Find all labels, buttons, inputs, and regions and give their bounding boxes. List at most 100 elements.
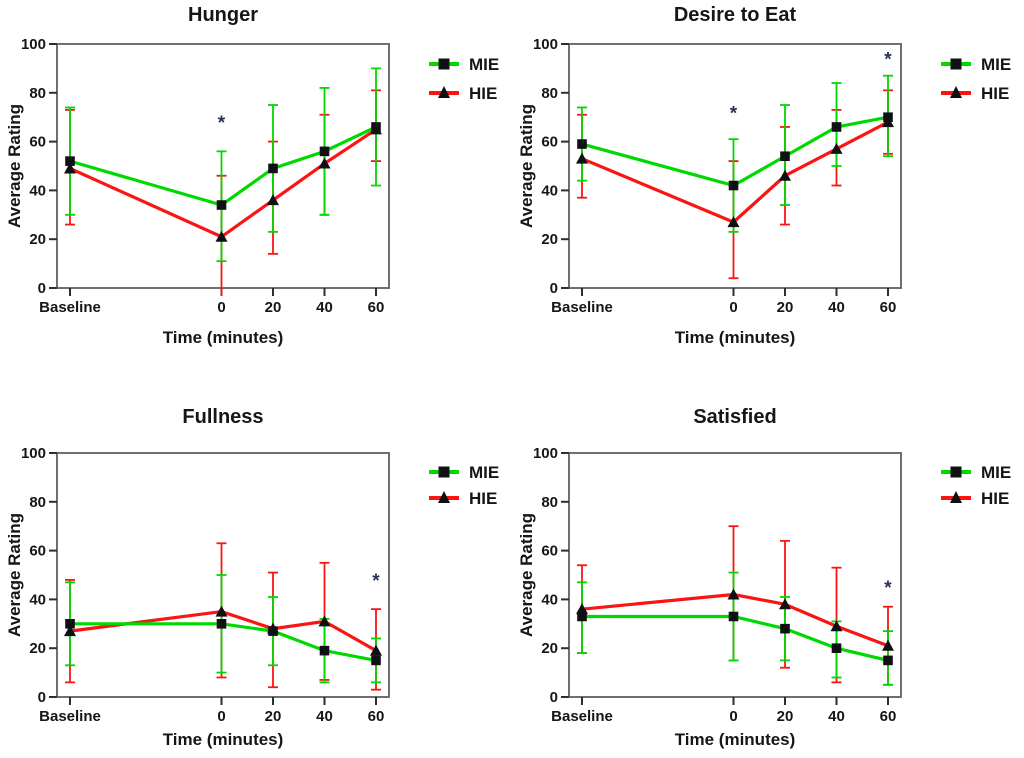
legend-label: MIE	[469, 463, 499, 482]
svg-text:20: 20	[777, 299, 794, 316]
series-line-hie	[68, 609, 378, 653]
chart-canvas: Hunger 0 20 40 60 80 100 Baseline 0 20 40 60 Time (m…	[5, 4, 499, 347]
svg-text:60: 60	[541, 134, 558, 151]
chart-title: Satisfied	[693, 406, 776, 428]
svg-text:80: 80	[29, 85, 46, 102]
svg-text:60: 60	[880, 299, 897, 316]
chart-title: Fullness	[182, 406, 263, 428]
error-bars-mie	[65, 67, 381, 263]
y-axis: 0 20 40 60 80 100	[533, 36, 569, 297]
series-markers-hie	[576, 588, 894, 651]
svg-text:20: 20	[265, 708, 282, 725]
svg-text:20: 20	[29, 231, 46, 248]
svg-text:20: 20	[541, 640, 558, 657]
error-bars-mie	[65, 574, 381, 684]
x-axis: Baseline 0 20 40 60	[39, 288, 384, 316]
svg-text:0: 0	[38, 689, 46, 706]
svg-text:100: 100	[533, 445, 558, 462]
svg-text:20: 20	[265, 299, 282, 316]
chart-canvas: Fullness 0 20 40 60 80 100 Baseline 0 20 40 60 Time …	[5, 406, 499, 749]
svg-text:0: 0	[729, 708, 737, 725]
svg-text:Baseline: Baseline	[551, 299, 613, 316]
x-axis-label: Time (minutes)	[163, 730, 284, 749]
svg-text:60: 60	[29, 134, 46, 151]
legend: MIE HIE	[941, 55, 1011, 103]
series-line-hie	[580, 120, 890, 224]
svg-text:100: 100	[533, 36, 558, 53]
chart-panel-hunger: Hunger 0 20 40 60 80 100 Baseline 0 20 40 60 Time (m…	[0, 0, 512, 379]
y-axis: 0 20 40 60 80 100	[21, 445, 57, 706]
chart-title: Hunger	[188, 4, 258, 26]
svg-text:0: 0	[217, 299, 225, 316]
y-axis-label: Average Rating	[5, 104, 24, 228]
svg-text:40: 40	[541, 182, 558, 199]
legend-label: MIE	[981, 463, 1011, 482]
svg-text:60: 60	[29, 543, 46, 560]
legend-label: HIE	[981, 84, 1009, 103]
significance-asterisk: *	[372, 571, 380, 592]
svg-text:80: 80	[541, 494, 558, 511]
svg-text:Baseline: Baseline	[551, 708, 613, 725]
x-axis: Baseline 0 20 40 60	[551, 288, 896, 316]
legend-triangle-marker-icon	[438, 491, 450, 503]
legend-label: MIE	[469, 55, 499, 74]
svg-text:100: 100	[21, 36, 46, 53]
y-axis: 0 20 40 60 80 100	[21, 36, 57, 297]
series-markers-mie	[577, 611, 893, 666]
svg-text:60: 60	[541, 543, 558, 560]
chart-panel-desire-to-eat: Desire to Eat 0 20 40 60 80 100 Baseline 0 20 40 60…	[512, 0, 1024, 379]
legend-triangle-marker-icon	[950, 86, 962, 98]
legend-triangle-marker-icon	[950, 491, 962, 503]
svg-text:0: 0	[729, 299, 737, 316]
series-markers-hie	[576, 116, 894, 228]
svg-text:0: 0	[550, 280, 558, 297]
svg-text:Baseline: Baseline	[39, 708, 101, 725]
legend-label: MIE	[981, 55, 1011, 74]
plot-frame	[56, 43, 390, 289]
legend-square-marker-icon	[950, 58, 962, 70]
series-line-mie	[580, 614, 890, 662]
chart-canvas: Satisfied 0 20 40 60 80 100 Baseline 0 20 40 60 Time…	[517, 406, 1011, 749]
legend: MIE HIE	[429, 463, 499, 508]
svg-text:Baseline: Baseline	[39, 299, 101, 316]
x-axis: Baseline 0 20 40 60	[551, 697, 896, 725]
svg-text:40: 40	[541, 591, 558, 608]
svg-text:40: 40	[828, 708, 845, 725]
plot-frame	[568, 43, 902, 289]
svg-text:40: 40	[316, 299, 333, 316]
svg-text:100: 100	[21, 445, 46, 462]
x-axis-label: Time (minutes)	[163, 328, 284, 347]
series-line-mie	[68, 622, 378, 662]
x-axis-label: Time (minutes)	[675, 328, 796, 347]
legend-label: HIE	[469, 489, 497, 508]
x-axis: Baseline 0 20 40 60	[39, 697, 384, 725]
significance-asterisk: *	[730, 103, 738, 124]
error-bars-mie	[577, 74, 893, 233]
significance-asterisk: *	[884, 578, 892, 599]
y-axis-label: Average Rating	[517, 513, 536, 637]
series-markers-mie	[65, 619, 381, 666]
svg-text:20: 20	[777, 708, 794, 725]
legend-square-marker-icon	[438, 58, 450, 70]
chart-panel-fullness: Fullness 0 20 40 60 80 100 Baseline 0 20 40 60 Time …	[0, 379, 512, 758]
series-markers-hie	[64, 605, 382, 656]
legend: MIE HIE	[941, 463, 1011, 508]
svg-text:0: 0	[550, 689, 558, 706]
svg-text:60: 60	[368, 299, 385, 316]
svg-text:20: 20	[541, 231, 558, 248]
x-axis-label: Time (minutes)	[675, 730, 796, 749]
legend-label: HIE	[469, 84, 497, 103]
svg-text:80: 80	[541, 85, 558, 102]
svg-text:40: 40	[316, 708, 333, 725]
svg-text:0: 0	[217, 708, 225, 725]
plot-frame	[568, 452, 902, 698]
svg-text:0: 0	[38, 280, 46, 297]
chart-panel-satisfied: Satisfied 0 20 40 60 80 100 Baseline 0 20 40 60 Time…	[512, 379, 1024, 758]
y-axis-label: Average Rating	[517, 104, 536, 228]
series-line-hie	[68, 127, 378, 239]
series-markers-mie	[65, 122, 381, 210]
series-line-mie	[580, 115, 890, 188]
legend: MIE HIE	[429, 55, 499, 103]
legend-label: HIE	[981, 489, 1009, 508]
